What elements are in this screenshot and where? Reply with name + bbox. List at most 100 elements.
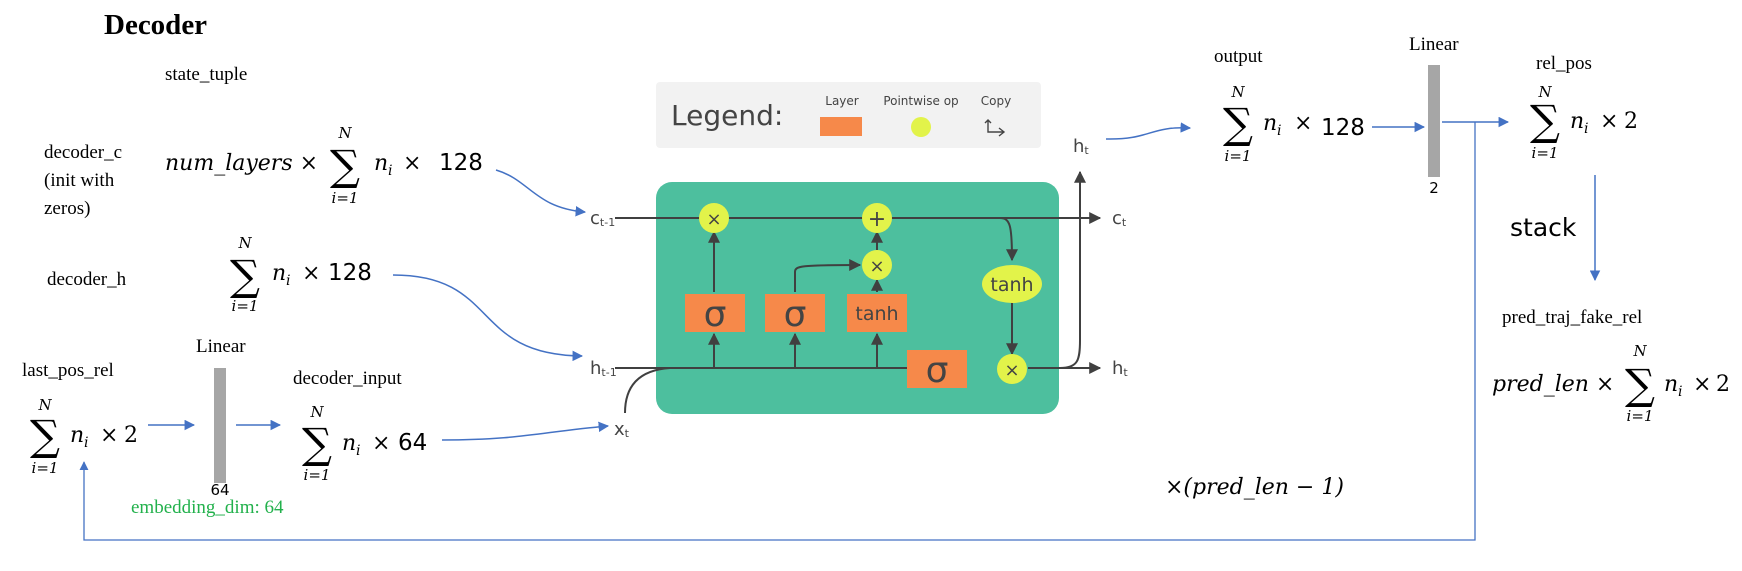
input-mult-op xyxy=(862,250,892,280)
sum-bottom: i=1 xyxy=(232,297,259,315)
sum-bottom: i=1 xyxy=(1225,147,1252,165)
ni-sub: i xyxy=(1678,384,1682,400)
linear1-dim: 64 xyxy=(210,481,229,499)
last-pos-rel-label: last_pos_rel xyxy=(22,360,114,381)
ni-var: n xyxy=(1570,109,1584,134)
times-sign: × xyxy=(1600,109,1618,134)
ni-var: n xyxy=(1263,111,1277,136)
rel-pos-label: rel_pos xyxy=(1536,53,1592,74)
last-pos-rel-formula: N ∑ i=1 n i × 2 xyxy=(30,396,138,477)
linear2-bar xyxy=(1428,65,1440,177)
ni-var: n xyxy=(70,423,84,448)
decoder-c-note-2: zeros) xyxy=(44,198,90,219)
decoder-c-dim: 128 xyxy=(439,150,483,176)
ni-var: n xyxy=(374,151,388,176)
times-sign: × xyxy=(372,431,390,456)
times-sign: × xyxy=(302,261,320,286)
sum-sign: ∑ xyxy=(1530,96,1560,145)
sum-sign: ∑ xyxy=(30,411,60,460)
decoder-input-dim: 64 xyxy=(398,430,427,456)
h-top-label: ht xyxy=(1073,136,1089,157)
h-prev-label: ht-1 xyxy=(590,358,617,379)
x-input-label: xt xyxy=(614,419,630,440)
times-sign: × xyxy=(1693,372,1711,397)
sum-bottom: i=1 xyxy=(1532,144,1559,162)
num-layers-prefix: num_layers × xyxy=(165,151,318,176)
last-pos-dim: 2 xyxy=(124,423,138,448)
sum-top: N xyxy=(37,396,52,414)
x-input-curve xyxy=(624,367,671,414)
arrow-h-to-cell xyxy=(392,274,584,362)
c-next-label: ct xyxy=(1112,208,1127,229)
sum-top: N xyxy=(237,234,252,252)
linear1-label: Linear xyxy=(196,336,246,357)
ni-var: n xyxy=(1664,372,1678,397)
rel-pos-formula: N ∑ i=1 n i × 2 xyxy=(1530,83,1638,162)
tanh-candidate-label: tanh xyxy=(855,303,898,325)
sum-top: N xyxy=(337,124,352,142)
legend-copy-label: Copy xyxy=(981,94,1011,108)
lstm-cell: σ σ tanh σ × × + tanh × ct-1 ct ht-1 ht … xyxy=(590,136,1128,440)
cell-to-tanh xyxy=(999,217,1018,262)
sum-bottom: i=1 xyxy=(304,466,331,484)
sigma-forget-label: σ xyxy=(704,294,727,335)
output-formula: N ∑ i=1 n i × 128 xyxy=(1223,83,1365,165)
cell-add-label: + xyxy=(868,207,886,232)
arrow-h-to-output xyxy=(1105,122,1192,140)
pred-traj-label: pred_traj_fake_rel xyxy=(1502,307,1642,328)
forget-mult-op xyxy=(699,203,729,233)
linear2-label: Linear xyxy=(1409,34,1459,55)
legend-pointwise-swatch xyxy=(911,117,931,137)
linear2-dim: 2 xyxy=(1429,179,1439,197)
times-sign: × xyxy=(100,423,118,448)
sigma-input-gate xyxy=(765,294,825,332)
sum-bottom: i=1 xyxy=(332,189,359,207)
sum-bottom: i=1 xyxy=(1627,407,1654,425)
sum-top: N xyxy=(1230,83,1245,101)
decoder-c-label: decoder_c xyxy=(44,142,122,163)
pred-dim: 2 xyxy=(1716,372,1730,397)
output-mult-op xyxy=(997,354,1027,384)
ni-sub: i xyxy=(1277,123,1281,139)
tanh-output-op xyxy=(982,265,1042,303)
tanh-candidate-gate xyxy=(847,294,907,332)
arrow-input-to-cell xyxy=(441,421,610,441)
sum-sign: ∑ xyxy=(1223,99,1253,148)
sigma-input-label: σ xyxy=(784,294,807,335)
decoder-c-formula: num_layers × N ∑ i=1 n i × 128 xyxy=(165,124,483,207)
output-label: output xyxy=(1214,46,1263,67)
legend-layer-label: Layer xyxy=(825,94,859,108)
decoder-h-label: decoder_h xyxy=(47,269,127,290)
ni-sub: i xyxy=(388,163,392,179)
ni-sub: i xyxy=(286,273,290,289)
decoder-h-formula: N ∑ i=1 n i × 128 xyxy=(230,234,372,315)
sum-sign: ∑ xyxy=(230,251,260,300)
legend-layer-swatch xyxy=(820,117,862,136)
output-dim: 128 xyxy=(1321,115,1365,141)
loop-count-label: ×(pred_len − 1) xyxy=(1165,475,1344,500)
arrow-c-to-cell xyxy=(495,169,587,217)
output-mult-label: × xyxy=(1004,360,1019,381)
rel-pos-dim: 2 xyxy=(1624,109,1638,134)
decoder-input-formula: N ∑ i=1 n i × 64 xyxy=(302,403,427,484)
state-tuple-label: state_tuple xyxy=(165,64,247,85)
linear1-bar xyxy=(214,368,226,483)
sum-top: N xyxy=(1537,83,1552,101)
sigma2-to-mult xyxy=(794,259,862,292)
h-next-label: ht xyxy=(1112,358,1128,379)
legend-title: Legend: xyxy=(671,99,783,132)
tanh-output-label: tanh xyxy=(990,274,1033,296)
ni-sub: i xyxy=(356,443,360,459)
sum-sign: ∑ xyxy=(330,141,360,190)
times-sign: × xyxy=(1294,111,1312,136)
times-sign: × xyxy=(403,151,421,176)
pred-traj-formula: pred_len × N ∑ i=1 n i × 2 xyxy=(1492,342,1730,425)
legend-pointwise-label: Pointwise op xyxy=(883,94,958,108)
sigma-output-gate xyxy=(907,350,967,388)
loop-back-arrow xyxy=(79,122,1476,541)
ni-sub: i xyxy=(84,435,88,451)
sum-top: N xyxy=(309,403,324,421)
forget-mult-label: × xyxy=(706,209,721,230)
